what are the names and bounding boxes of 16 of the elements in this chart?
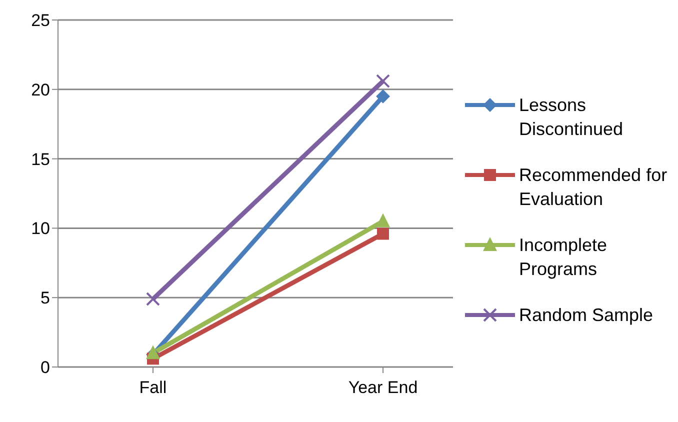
point	[376, 74, 390, 88]
point	[377, 228, 389, 240]
legend-label: Random Sample	[519, 304, 654, 327]
y-tick-label: 15	[31, 150, 50, 169]
y-tick-label: 25	[31, 11, 50, 30]
point	[146, 292, 160, 306]
y-tick-label: 0	[40, 358, 50, 378]
point	[376, 89, 390, 104]
x-tick-label: Year End	[348, 378, 418, 398]
y-tick-label: 5	[40, 288, 50, 308]
x-tick-label: Fall	[139, 378, 167, 398]
legend-label: Incomplete Programs	[519, 234, 608, 281]
y-tick-label: 10	[31, 219, 50, 238]
legend-label: Lessons Discontinued	[519, 94, 624, 141]
legend-label: Recommended for Evaluation	[519, 164, 668, 211]
y-tick-label: 20	[31, 80, 50, 100]
